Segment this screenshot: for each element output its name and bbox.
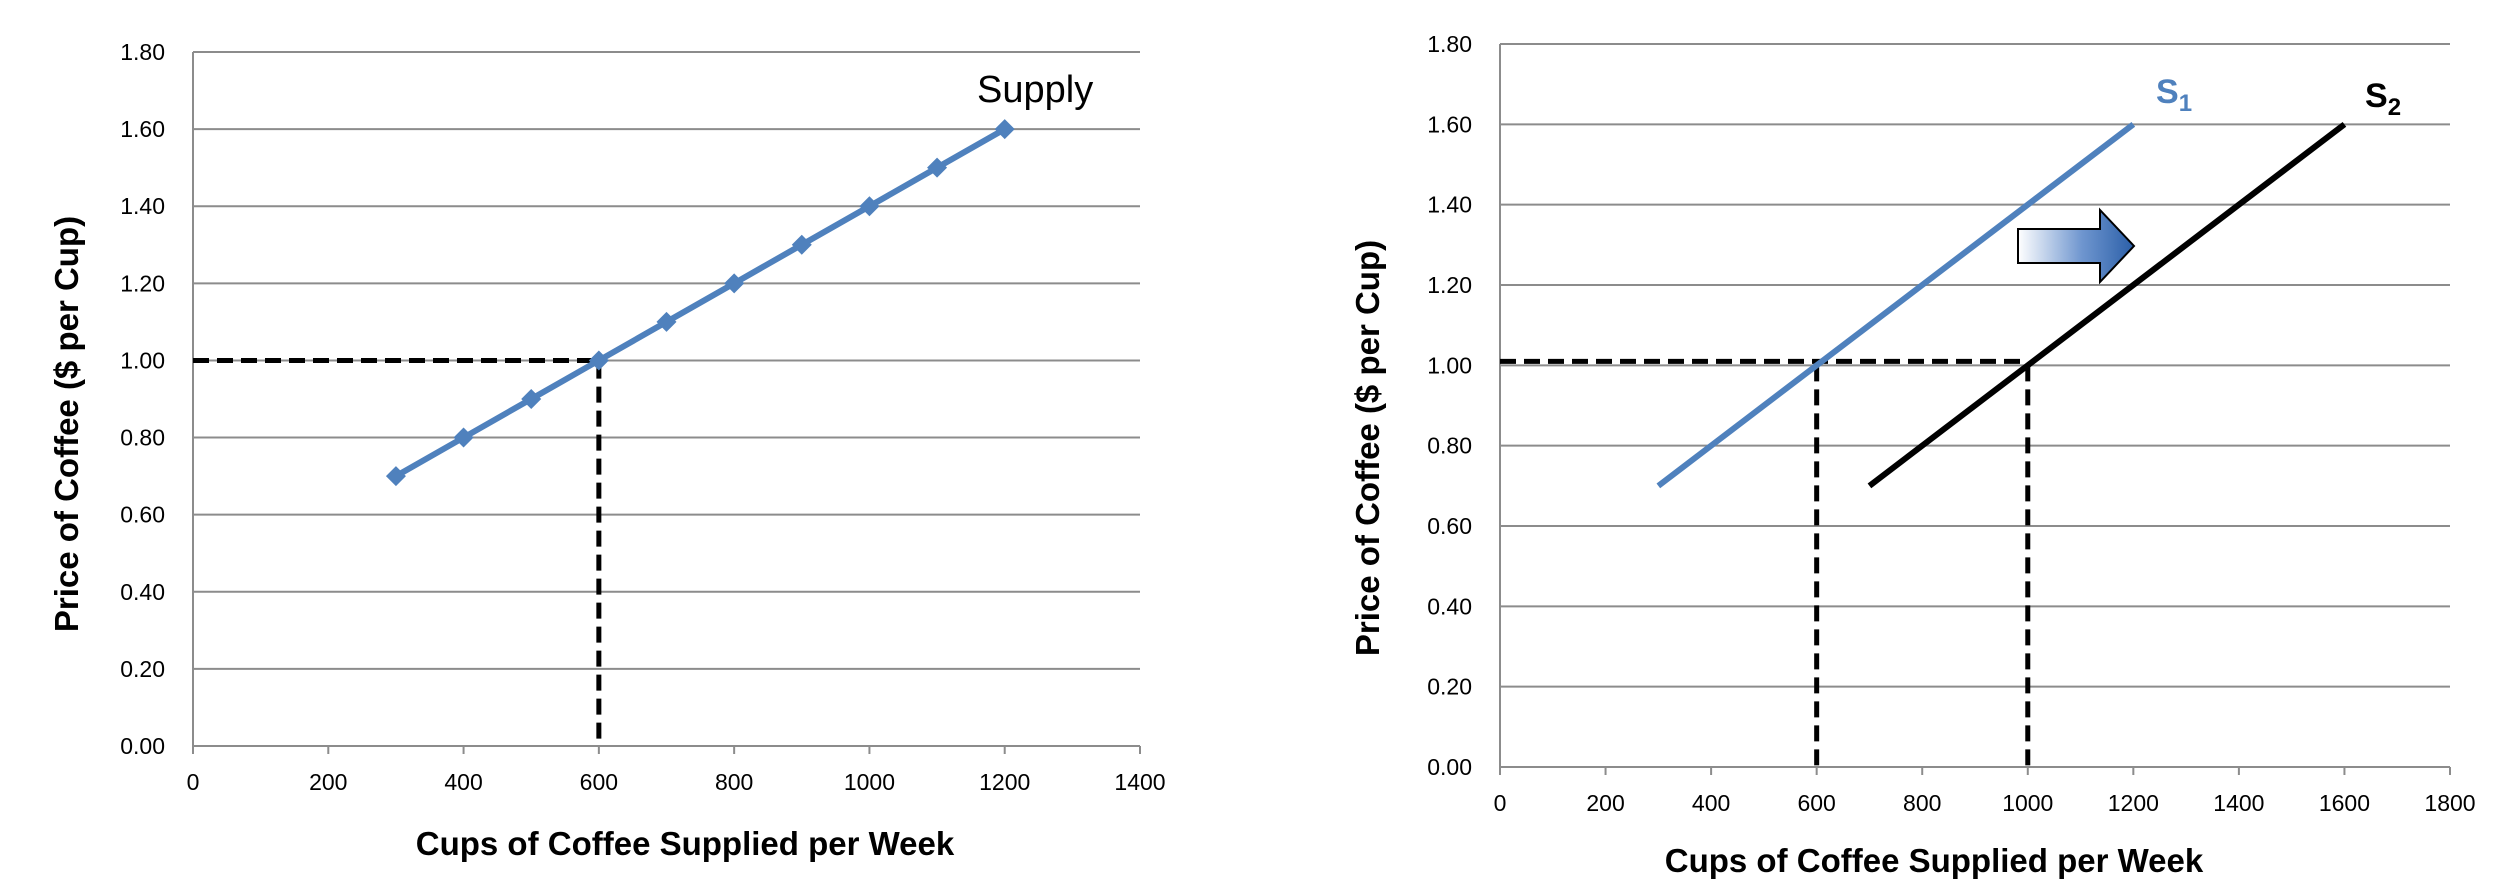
data-point xyxy=(521,389,542,409)
x-tick-label: 0 xyxy=(1494,790,1507,816)
chart-right: 0.00 0.20 0.40 0.60 0.80 1.00 1.20 1.40 1.60 1.80… xyxy=(1349,31,2476,879)
data-point xyxy=(927,157,948,178)
series-line xyxy=(1867,121,2347,489)
x-tick-label: 1200 xyxy=(979,769,1030,795)
y-tick-label: 0.40 xyxy=(120,579,165,605)
x-tick-label: 1400 xyxy=(1114,769,1165,795)
x-tick-label: 800 xyxy=(1903,790,1941,816)
right-x-tick-labels: 0 200 400 600 800 1000 1200 1400 1600 1800 xyxy=(1494,790,2476,816)
y-tick-label: 1.60 xyxy=(120,116,165,142)
data-point xyxy=(859,196,880,217)
y-tick-label: 0.80 xyxy=(120,425,165,451)
y-tick-label: 0.00 xyxy=(1427,754,1472,780)
shift-right-arrow-icon xyxy=(2017,207,2136,285)
right-x-axis-title: Cups of Coffee Supplied per Week xyxy=(1665,842,2204,879)
right-y-axis-title: Price of Coffee ($ per Cup) xyxy=(1349,240,1386,656)
series-line xyxy=(1656,121,2136,489)
right-y-tick-labels: 0.00 0.20 0.40 0.60 0.80 1.00 1.20 1.40 1.60 1.80 xyxy=(1427,31,1472,780)
x-tick-label: 1400 xyxy=(2213,790,2264,816)
y-tick-label: 1.00 xyxy=(1427,352,1472,378)
y-tick-label: 1.20 xyxy=(120,270,165,296)
left-y-tick-labels: 0.00 0.20 0.40 0.60 0.80 1.00 1.20 1.40 1.60 1.80 xyxy=(120,39,165,759)
y-tick-label: 0.20 xyxy=(120,656,165,682)
data-point xyxy=(453,427,474,448)
left-x-tick-labels: 0 200 400 600 800 1000 1200 1400 xyxy=(187,769,1166,795)
chart-left: 0.00 0.20 0.40 0.60 0.80 1.00 1.20 1.40 1.60 1.80… xyxy=(48,39,1166,862)
x-tick-label: 400 xyxy=(444,769,482,795)
x-tick-label: 600 xyxy=(1797,790,1835,816)
y-tick-label: 1.00 xyxy=(120,347,165,373)
data-point xyxy=(656,311,677,332)
y-tick-label: 0.40 xyxy=(1427,593,1472,619)
left-y-axis-title: Price of Coffee ($ per Cup) xyxy=(48,216,85,632)
data-point xyxy=(724,273,745,294)
y-tick-label: 1.80 xyxy=(120,39,165,65)
left-series xyxy=(385,119,1015,487)
left-x-axis-title: Cups of Coffee Supplied per Week xyxy=(416,825,955,862)
data-point xyxy=(385,466,406,487)
y-tick-label: 1.40 xyxy=(120,193,165,219)
x-tick-label: 1800 xyxy=(2424,790,2475,816)
series-line xyxy=(394,126,1007,479)
x-tick-label: 200 xyxy=(309,769,347,795)
x-tick-label: 1000 xyxy=(844,769,895,795)
x-tick-label: 800 xyxy=(715,769,753,795)
y-tick-label: 1.60 xyxy=(1427,111,1472,137)
dashed-reference-line xyxy=(193,357,602,746)
y-tick-label: 0.80 xyxy=(1427,433,1472,459)
y-tick-label: 1.40 xyxy=(1427,192,1472,218)
left-reference-lines xyxy=(193,357,602,746)
x-tick-label: 200 xyxy=(1586,790,1624,816)
x-tick-label: 0 xyxy=(187,769,200,795)
right-series-label-s2: S2 xyxy=(2365,77,2401,121)
left-gridlines xyxy=(192,51,1141,754)
right-gridlines xyxy=(1499,43,2451,775)
x-tick-label: 400 xyxy=(1692,790,1730,816)
y-tick-label: 0.60 xyxy=(1427,513,1472,539)
right-series xyxy=(1656,121,2347,489)
y-tick-label: 0.20 xyxy=(1427,674,1472,700)
y-tick-label: 0.60 xyxy=(120,502,165,528)
y-tick-label: 1.80 xyxy=(1427,31,1472,57)
right-reference-lines xyxy=(1500,358,2031,767)
data-point xyxy=(994,119,1015,140)
y-tick-label: 0.00 xyxy=(120,733,165,759)
x-tick-label: 1000 xyxy=(2002,790,2053,816)
data-point xyxy=(588,350,609,371)
x-tick-label: 1200 xyxy=(2108,790,2159,816)
x-tick-label: 600 xyxy=(580,769,618,795)
x-tick-label: 1600 xyxy=(2319,790,2370,816)
right-series-label-s1: S1 xyxy=(2156,73,2192,117)
y-tick-label: 1.20 xyxy=(1427,272,1472,298)
data-point xyxy=(791,234,812,255)
left-series-label-supply: Supply xyxy=(977,69,1093,111)
